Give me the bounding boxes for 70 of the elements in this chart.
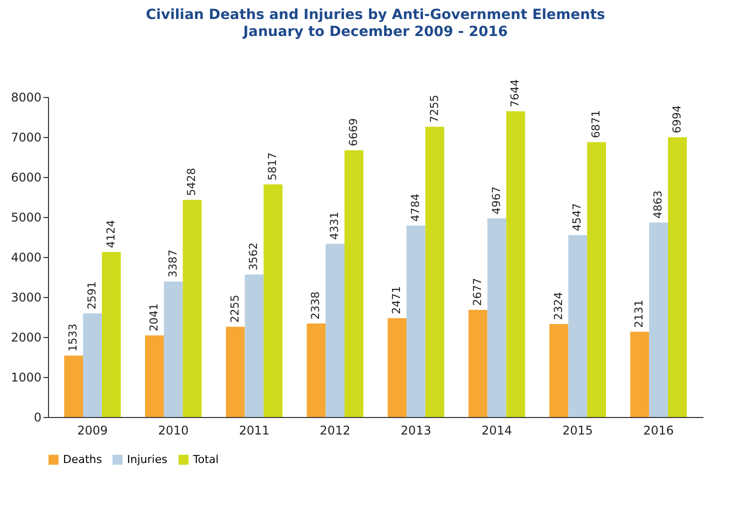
x-tick-label: 2009 bbox=[77, 424, 108, 438]
y-tick-label: 7000 bbox=[10, 130, 42, 144]
data-label: 2677 bbox=[470, 278, 484, 306]
data-label: 2591 bbox=[85, 281, 98, 310]
data-label: 2324 bbox=[552, 292, 565, 320]
bar bbox=[468, 310, 488, 417]
data-label: 6669 bbox=[346, 118, 360, 146]
bar bbox=[487, 218, 506, 417]
bar bbox=[587, 142, 606, 417]
chart-subtitle: January to December 2009 - 2016 bbox=[242, 24, 508, 40]
legend-label: Deaths bbox=[63, 452, 102, 466]
bar bbox=[226, 326, 245, 417]
data-label: 5817 bbox=[266, 152, 280, 180]
bar bbox=[388, 318, 406, 417]
bar bbox=[425, 126, 444, 417]
bar bbox=[326, 244, 344, 417]
bar bbox=[568, 235, 588, 417]
data-label: 3562 bbox=[247, 242, 260, 271]
y-tick-label: 2000 bbox=[10, 330, 42, 344]
bar bbox=[64, 356, 84, 417]
x-tick-label: 2010 bbox=[158, 424, 189, 438]
data-label: 6994 bbox=[670, 105, 684, 134]
data-label: 2338 bbox=[309, 291, 322, 320]
data-label: 4547 bbox=[570, 203, 584, 232]
legend-label: Injuries bbox=[127, 452, 168, 466]
bar bbox=[506, 111, 526, 417]
bar bbox=[264, 184, 283, 417]
y-tick-label: 1000 bbox=[10, 370, 42, 384]
data-label: 2255 bbox=[228, 294, 242, 323]
y-tick-label: 8000 bbox=[10, 90, 42, 104]
data-label: 4967 bbox=[490, 186, 503, 214]
bar bbox=[164, 282, 183, 417]
bar bbox=[145, 335, 164, 417]
bar bbox=[306, 323, 326, 417]
data-label: 5428 bbox=[185, 168, 198, 196]
bar bbox=[649, 222, 668, 417]
x-tick-label: 2014 bbox=[482, 424, 512, 438]
bar bbox=[630, 332, 650, 417]
data-label: 1533 bbox=[66, 324, 80, 352]
y-tick-label: 5000 bbox=[10, 210, 42, 224]
data-label: 2471 bbox=[390, 286, 404, 314]
y-tick-label: 0 bbox=[34, 410, 42, 424]
data-label: 4784 bbox=[408, 194, 422, 222]
data-label: 7644 bbox=[508, 79, 522, 108]
x-tick-label: 2016 bbox=[643, 424, 674, 438]
y-tick-label: 6000 bbox=[10, 170, 42, 184]
x-tick-label: 2013 bbox=[400, 424, 432, 438]
bar bbox=[182, 200, 202, 417]
data-label: 7255 bbox=[428, 94, 441, 123]
y-tick-label: 3000 bbox=[10, 290, 42, 304]
data-label: 4124 bbox=[104, 220, 118, 248]
bar bbox=[102, 252, 121, 417]
data-label: 4331 bbox=[328, 212, 342, 240]
bar bbox=[406, 226, 426, 417]
legend-label: Total bbox=[192, 452, 219, 466]
data-label: 6871 bbox=[590, 110, 603, 138]
chart-title: Civilian Deaths and Injuries by Anti-Government Elements bbox=[146, 7, 606, 24]
x-tick-label: 2011 bbox=[238, 424, 270, 438]
x-tick-label: 2012 bbox=[320, 424, 350, 438]
data-label: 2041 bbox=[147, 303, 160, 332]
data-label: 4863 bbox=[652, 190, 665, 218]
bar bbox=[83, 313, 102, 417]
x-tick-label: 2015 bbox=[562, 424, 593, 438]
data-label: 3387 bbox=[166, 250, 180, 278]
y-tick-label: 4000 bbox=[10, 250, 42, 264]
bar bbox=[549, 324, 568, 417]
data-label: 2131 bbox=[632, 300, 646, 328]
bar bbox=[344, 150, 364, 417]
bar bbox=[668, 137, 687, 417]
bar bbox=[244, 274, 264, 417]
